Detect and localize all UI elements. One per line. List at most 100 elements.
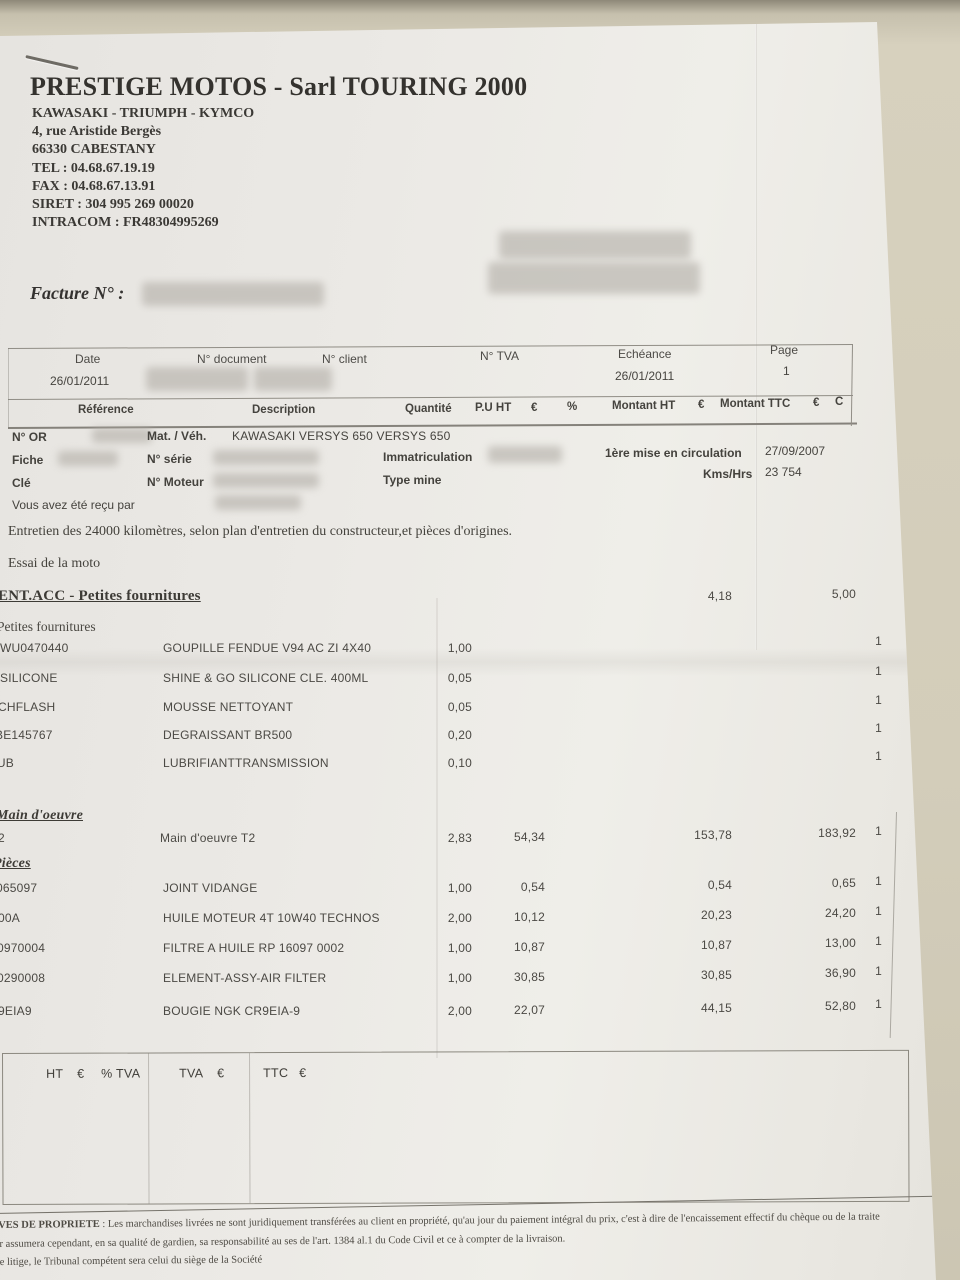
col-description: Description xyxy=(252,404,316,416)
col-euro-2: € xyxy=(698,399,705,411)
col-quantite: Quantité xyxy=(405,403,452,415)
item-pu-ht: 10,87 xyxy=(513,940,545,954)
label-kms: Kms/Hrs xyxy=(703,467,753,481)
label-tva: N° TVA xyxy=(480,349,520,363)
label-echeance: Echéance xyxy=(618,347,672,361)
totals-label-tva: TVA xyxy=(179,1066,204,1081)
legal-line-2: ur assumera cependant, en sa qualité de … xyxy=(0,1233,566,1250)
item-quantity: 1,00 xyxy=(447,641,472,655)
redacted-recu-par xyxy=(215,495,301,510)
company-address-block: KAWASAKI - TRIUMPH - KYMCO 4, rue Aristi… xyxy=(32,105,254,232)
redacted-immatriculation xyxy=(488,446,562,463)
label-type-mine: Type mine xyxy=(383,473,442,487)
value-echeance: 26/01/2011 xyxy=(615,369,675,383)
item-ref: BE145767 xyxy=(0,728,53,742)
table-row: 00A HUILE MOTEUR 4T 10W40 TECHNOS 2,00 1… xyxy=(0,904,910,927)
redacted-n-serie xyxy=(213,450,319,465)
item-quantity: 2,00 xyxy=(447,1004,472,1018)
item-c: 1 xyxy=(875,964,882,978)
item-quantity: 0,05 xyxy=(447,671,472,685)
item-c: 1 xyxy=(875,693,882,707)
item-quantity: 1,00 xyxy=(447,941,472,955)
item-description: JOINT VIDANGE xyxy=(163,881,258,895)
item-pu-ht: 22,07 xyxy=(513,1003,545,1017)
item-ref: 9EIA9 xyxy=(0,1004,32,1018)
col-c: C xyxy=(835,396,844,408)
section-heading-main-doeuvre: Main d'oeuvre xyxy=(0,808,83,823)
item-c: 1 xyxy=(875,997,882,1011)
totals-label-pct-tva: % TVA xyxy=(101,1066,141,1081)
label-n-or: N° OR xyxy=(12,430,47,444)
company-intracom: INTRACOM : FR48304995269 xyxy=(32,215,219,231)
item-description: SHINE & GO SILICONE CLE. 400ML xyxy=(163,671,369,685)
table-row: LUB LUBRIFIANTTRANSMISSION 0,10 1 xyxy=(0,749,910,772)
item-description: ELEMENT-ASSY-AIR FILTER xyxy=(163,971,327,985)
totals-label-ht: HT xyxy=(46,1066,64,1081)
table-row: 0970004 FILTRE A HUILE RP 16097 0002 1,0… xyxy=(0,934,910,957)
item-pu-ht: 0,54 xyxy=(520,880,545,894)
legal-line-3: de litige, le Tribunal compétent sera ce… xyxy=(0,1254,263,1268)
work-note-2: Essai de la moto xyxy=(8,556,101,571)
item-c: 1 xyxy=(875,824,882,838)
redacted-n-or xyxy=(92,428,152,443)
redacted-fiche xyxy=(58,451,118,466)
item-montant-ht: 20,23 xyxy=(700,908,732,922)
rule-top xyxy=(8,344,853,349)
rule-left-edge xyxy=(8,348,9,427)
item-description: LUBRIFIANTTRANSMISSION xyxy=(163,756,329,770)
table-row: CHFLASH MOUSSE NETTOYANT 0,05 1 xyxy=(0,693,910,716)
staple-mark xyxy=(25,55,79,71)
value-mat-veh: KAWASAKI VERSYS 650 VERSYS 650 xyxy=(232,429,451,443)
label-mat-veh: Mat. / Véh. xyxy=(147,429,207,443)
label-immatriculation: Immatriculation xyxy=(383,450,473,464)
col-pu-ht: P.U HT xyxy=(475,402,512,414)
item-ref: 2 xyxy=(0,831,5,845)
item-quantity: 0,20 xyxy=(447,728,472,742)
legal-line-1-rest: : Les marchandises livrées ne sont jurid… xyxy=(99,1211,880,1230)
company-tel: TEL : 04.68.67.19.19 xyxy=(32,160,155,176)
label-n-serie: N° série xyxy=(147,452,192,466)
item-description: FILTRE A HUILE RP 16097 0002 xyxy=(163,941,345,955)
item-c: 1 xyxy=(875,721,882,735)
redacted-client-number xyxy=(254,367,332,391)
label-date: Date xyxy=(75,352,101,366)
rule-right-edge xyxy=(850,344,853,427)
label-client: N° client xyxy=(322,352,367,366)
legal-lead: IVES DE PROPRIETE xyxy=(0,1218,100,1231)
value-mise-circulation: 27/09/2007 xyxy=(765,444,826,458)
item-montant-ttc: 24,20 xyxy=(824,906,856,920)
redacted-customer-line1 xyxy=(499,231,691,259)
col-percent: % xyxy=(567,401,578,413)
item-description: MOUSSE NETTOYANT xyxy=(163,700,294,714)
item-description: Main d'oeuvre T2 xyxy=(160,831,256,845)
item-c: 1 xyxy=(875,874,882,888)
item-montant-ht: 153,78 xyxy=(694,828,732,842)
legal-text: IVES DE PROPRIETE : Les marchandises liv… xyxy=(0,1207,936,1268)
item-montant-ttc: 13,00 xyxy=(824,936,856,950)
item-montant-ht: 30,85 xyxy=(700,968,732,982)
item-c: 1 xyxy=(875,904,882,918)
item-pu-ht: 30,85 xyxy=(513,970,545,984)
value-date: 26/01/2011 xyxy=(50,374,110,388)
legal-line-1: IVES DE PROPRIETE : Les marchandises liv… xyxy=(0,1211,880,1231)
invoice-number-label: Facture N° : xyxy=(30,283,125,303)
item-ref: SILICONE xyxy=(0,671,58,685)
section-montant-ttc: 5,00 xyxy=(831,587,856,601)
redacted-n-moteur xyxy=(213,473,319,488)
item-quantity: 1,00 xyxy=(447,971,472,985)
label-mise-circulation: 1ère mise en circulation xyxy=(605,446,742,460)
label-page: Page xyxy=(770,343,799,357)
paper-crease-vertical-2 xyxy=(436,598,438,1058)
label-recu-par: Vous avez été reçu par xyxy=(12,498,135,512)
company-street: 4, rue Aristide Bergès xyxy=(32,124,162,140)
item-montant-ht: 0,54 xyxy=(707,878,732,892)
totals-label-ttc: TTC xyxy=(263,1066,289,1081)
item-pu-ht: 54,34 xyxy=(513,830,545,844)
col-reference: Référence xyxy=(78,404,134,416)
section-heading-pieces: Pièces xyxy=(0,856,31,871)
company-city: 66330 CABESTANY xyxy=(32,142,156,158)
totals-box: HT € % TVA TVA € TTC € xyxy=(2,1049,910,1205)
company-fax: FAX : 04.68.67.13.91 xyxy=(32,178,156,194)
section-montant-ht: 4,18 xyxy=(707,589,732,603)
redacted-customer-line2 xyxy=(488,262,700,294)
